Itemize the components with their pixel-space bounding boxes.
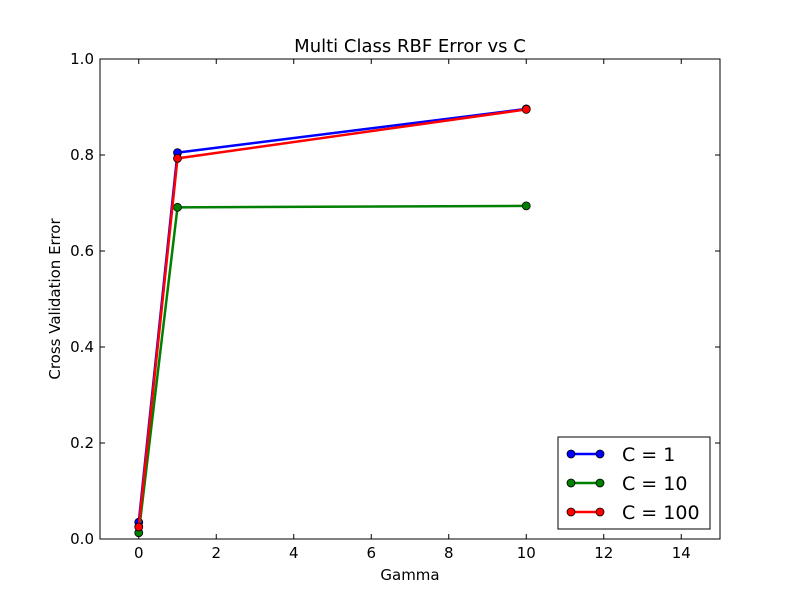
- legend-marker: [566, 507, 576, 517]
- y-axis-label: Cross Validation Error: [46, 218, 64, 380]
- legend-marker: [595, 478, 605, 488]
- data-point: [173, 153, 182, 163]
- legend-label: C = 1: [622, 444, 675, 466]
- y-tick-label: 0.6: [70, 242, 94, 260]
- legend-label: C = 10: [622, 473, 687, 495]
- x-tick-label: 14: [672, 544, 691, 562]
- data-point: [134, 522, 144, 532]
- data-point: [521, 201, 531, 211]
- data-point: [521, 105, 531, 114]
- legend-marker: [595, 507, 605, 517]
- x-tick-label: 2: [211, 544, 221, 562]
- x-tick-label: 10: [517, 544, 536, 562]
- x-axis-label: Gamma: [380, 566, 439, 584]
- y-tick-label: 0.4: [70, 338, 94, 356]
- legend-marker: [595, 449, 605, 459]
- series-layer: [134, 104, 531, 538]
- legend-marker: [566, 478, 576, 488]
- chart-title: Multi Class RBF Error vs C: [294, 36, 526, 57]
- x-tick-label: 6: [366, 544, 376, 562]
- y-tick-label: 0.2: [70, 434, 94, 452]
- legend-marker: [566, 449, 576, 459]
- x-tick-label: 8: [444, 544, 454, 562]
- legend: C = 1 C = 10 C = 100: [557, 436, 711, 530]
- legend-label: C = 100: [622, 502, 700, 524]
- x-tick-label: 12: [594, 544, 613, 562]
- y-tick-label: 0.0: [70, 530, 94, 548]
- y-tick-label: 1.0: [70, 50, 94, 68]
- y-axis: 0.0 0.2 0.4 0.6 0.8 1.0: [70, 50, 720, 548]
- x-axis: 0 2 4 6 8 10 12 14: [134, 59, 691, 562]
- x-tick-label: 4: [289, 544, 299, 562]
- x-tick-label: 0: [134, 544, 144, 562]
- y-tick-label: 0.8: [70, 146, 94, 164]
- data-point: [173, 202, 182, 212]
